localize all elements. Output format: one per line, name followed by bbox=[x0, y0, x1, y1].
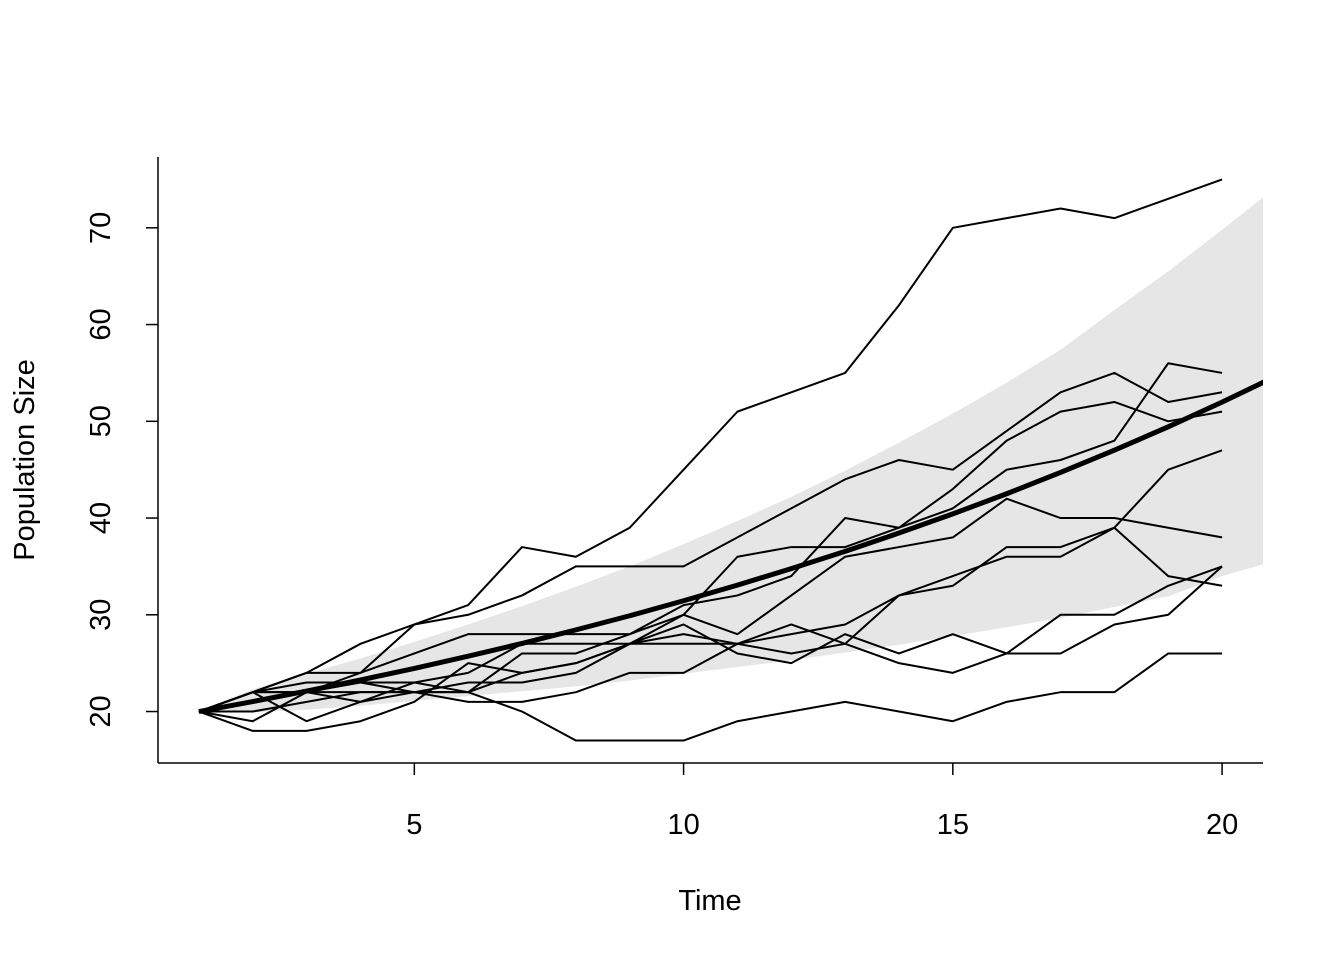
trajectory-line bbox=[198, 652, 1223, 742]
trajectory-line bbox=[198, 565, 1223, 732]
x-tick-label: 15 bbox=[937, 809, 969, 841]
trajectory-line bbox=[198, 449, 1223, 713]
y-tick-label: 30 bbox=[85, 599, 117, 631]
y-tick-label: 60 bbox=[85, 308, 117, 340]
mean-line bbox=[198, 379, 1263, 714]
y-tick-label: 20 bbox=[85, 695, 117, 727]
plot-area bbox=[198, 178, 1263, 742]
trajectory-line bbox=[198, 362, 1223, 713]
x-tick-label: 20 bbox=[1206, 809, 1238, 841]
x-axis-label: Time bbox=[678, 885, 741, 917]
trajectory-line bbox=[198, 565, 1223, 723]
trajectory-line bbox=[198, 400, 1223, 713]
trajectory-line bbox=[198, 371, 1223, 713]
y-axis-label: Population Size bbox=[9, 359, 41, 561]
trajectory-line bbox=[198, 178, 1223, 713]
y-tick-label: 40 bbox=[85, 502, 117, 534]
confidence-band bbox=[198, 197, 1263, 713]
y-tick-label: 50 bbox=[85, 405, 117, 437]
x-tick-label: 10 bbox=[667, 809, 699, 841]
y-tick-label: 70 bbox=[85, 212, 117, 244]
x-tick-label: 5 bbox=[406, 809, 422, 841]
